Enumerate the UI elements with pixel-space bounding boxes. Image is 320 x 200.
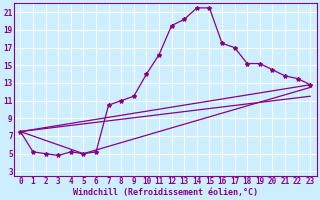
X-axis label: Windchill (Refroidissement éolien,°C): Windchill (Refroidissement éolien,°C) [73,188,258,197]
